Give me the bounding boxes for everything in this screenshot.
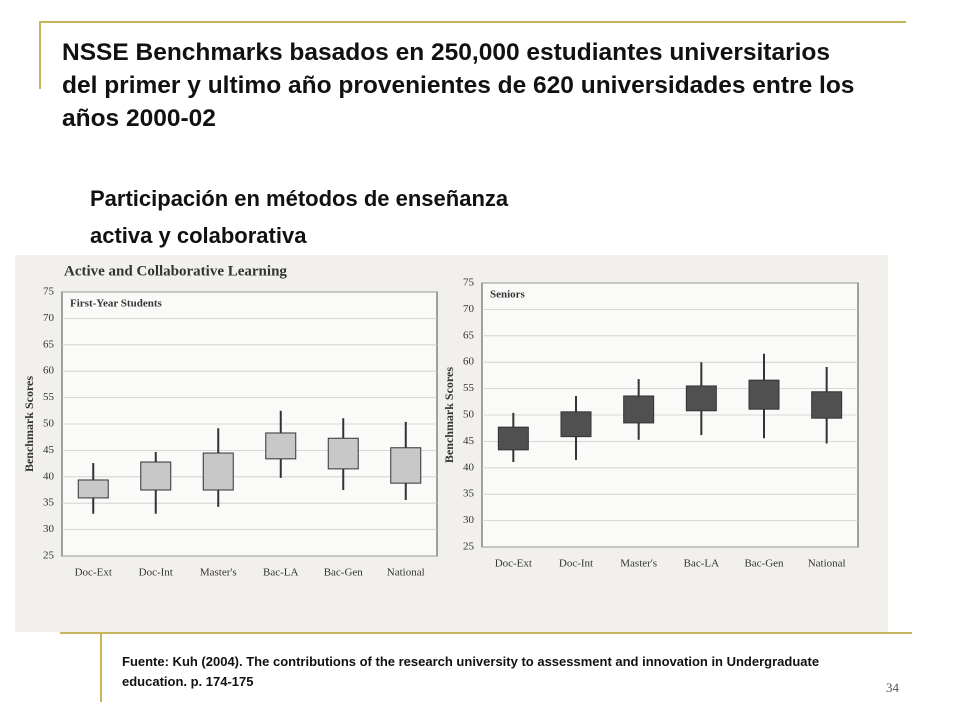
y-tick-label: 45: [463, 435, 475, 447]
x-tick-label: National: [808, 558, 846, 570]
y-axis-label: Benchmark Scores: [442, 367, 456, 463]
rule: [39, 21, 41, 89]
box: [327, 437, 359, 470]
rule: [40, 21, 906, 23]
y-tick-label: 40: [43, 470, 55, 482]
panel-title: First-Year Students: [70, 298, 162, 310]
y-tick-label: 25: [463, 541, 475, 553]
y-tick-label: 30: [43, 523, 55, 535]
x-tick-label: Doc-Int: [139, 567, 173, 579]
page-number: 34: [886, 680, 899, 695]
x-tick-label: Bac-Gen: [324, 567, 364, 579]
slide-title: NSSE Benchmarks basados en 250,000 estud…: [62, 39, 855, 132]
slide-subtitle: Participación en métodos de enseñanza ac…: [90, 186, 509, 248]
x-tick-label: Doc-Ext: [495, 558, 532, 570]
x-tick-label: Doc-Ext: [75, 567, 112, 579]
rule: [60, 632, 912, 634]
y-tick-label: 45: [43, 444, 55, 456]
box: [560, 411, 592, 438]
y-tick-label: 75: [463, 277, 475, 289]
y-tick-label: 75: [43, 286, 55, 298]
figure-title: Active and Collaborative Learning: [64, 263, 287, 279]
y-tick-label: 65: [463, 329, 475, 341]
x-tick-label: Bac-LA: [684, 558, 719, 570]
y-tick-label: 50: [43, 418, 55, 430]
y-tick-label: 60: [43, 365, 55, 377]
x-tick-label: Bac-Gen: [744, 558, 784, 570]
y-tick-label: 35: [43, 497, 55, 509]
y-axis-label: Benchmark Scores: [22, 376, 36, 472]
box: [623, 395, 655, 424]
box: [265, 432, 297, 460]
y-tick-label: 30: [463, 514, 475, 526]
x-tick-label: Bac-LA: [263, 567, 298, 579]
x-tick-label: National: [387, 567, 425, 579]
y-tick-label: 65: [43, 338, 55, 350]
box: [748, 379, 780, 410]
box: [811, 391, 843, 419]
box: [390, 447, 422, 484]
y-tick-label: 55: [463, 382, 475, 394]
source-note: Fuente: Kuh (2004). The contributions of…: [122, 654, 820, 689]
y-tick-label: 70: [463, 303, 475, 315]
y-tick-label: 35: [463, 488, 475, 500]
x-tick-label: Master's: [200, 567, 237, 579]
panel-title: Seniors: [490, 289, 526, 301]
box: [77, 479, 109, 499]
x-tick-label: Doc-Int: [559, 558, 593, 570]
x-tick-label: Master's: [620, 558, 657, 570]
box: [140, 461, 172, 491]
box: [497, 426, 529, 451]
y-tick-label: 50: [463, 409, 475, 421]
rule: [100, 632, 102, 702]
box: [685, 385, 717, 412]
y-tick-label: 55: [43, 391, 55, 403]
y-tick-label: 25: [43, 550, 55, 562]
y-tick-label: 40: [463, 461, 475, 473]
box: [202, 452, 234, 491]
y-tick-label: 60: [463, 356, 475, 368]
y-tick-label: 70: [43, 312, 55, 324]
